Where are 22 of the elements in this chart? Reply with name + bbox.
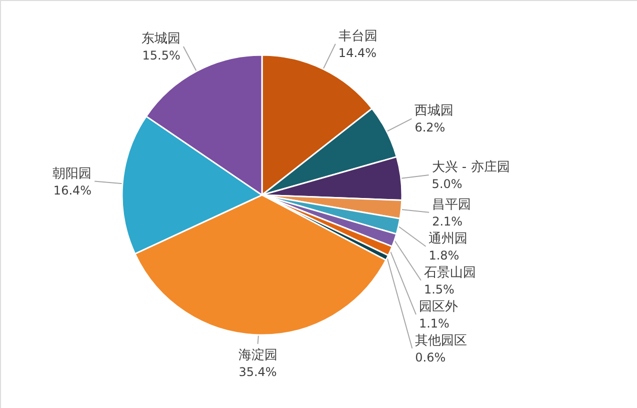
data-label: 1.1% <box>418 316 450 330</box>
data-label: 6.2% <box>414 120 446 135</box>
data-label: 14.4% <box>338 46 377 60</box>
data-label: 2.1% <box>432 214 463 228</box>
slice-label: 朝阳园 <box>52 166 92 182</box>
slice-label: 大兴 - 亦庄园 <box>432 160 510 175</box>
slice-label: 园区外 <box>418 299 458 314</box>
data-label: 15.5% <box>142 48 180 63</box>
slice-label: 海淀园 <box>238 348 278 363</box>
slice-label: 石景山园 <box>424 265 476 280</box>
slice-label: 昌平园 <box>432 197 472 212</box>
data-label: 1.8% <box>428 248 460 262</box>
data-label: 1.5% <box>424 282 454 296</box>
data-label: 0.6% <box>415 350 446 364</box>
slice-label: 丰台园 <box>338 28 378 44</box>
slice-label: 东城园 <box>141 32 180 47</box>
data-label: 16.4% <box>53 183 92 198</box>
data-label: 5.0% <box>432 176 462 191</box>
slice-label: 其他园区 <box>415 333 468 348</box>
slice-label: 西城园 <box>414 104 454 119</box>
data-label: 35.4% <box>238 364 277 379</box>
slice-label: 通州园 <box>428 231 468 246</box>
